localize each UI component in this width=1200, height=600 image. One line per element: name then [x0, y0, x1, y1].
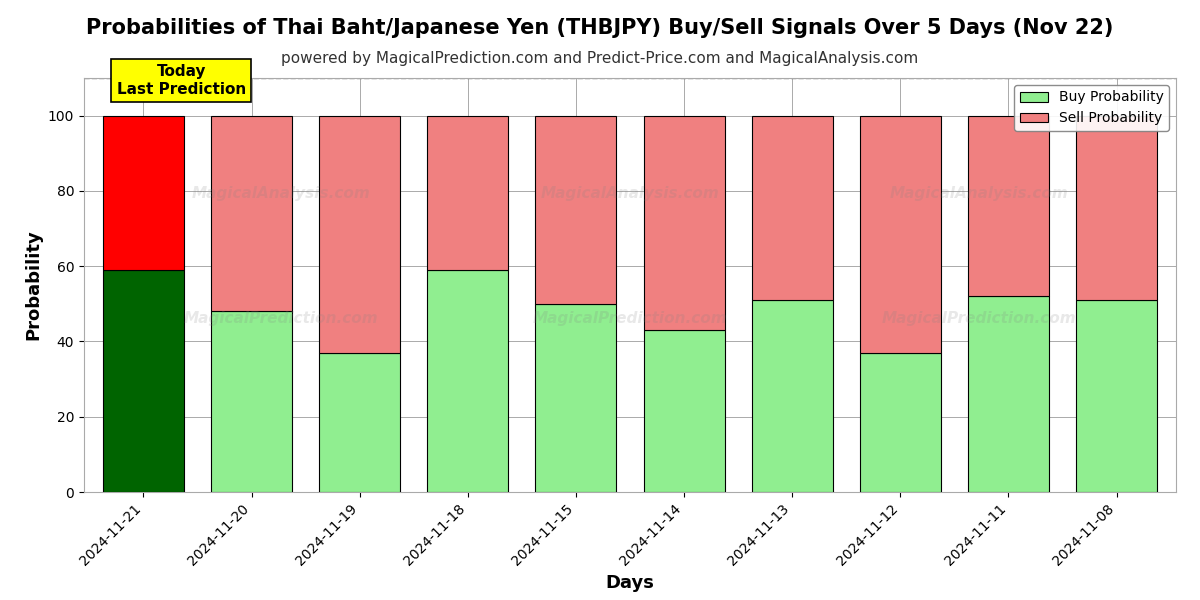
- Bar: [319, 116, 401, 353]
- Text: MagicalAnalysis.com: MagicalAnalysis.com: [890, 187, 1069, 202]
- Bar: [427, 270, 509, 492]
- Bar: [535, 304, 617, 492]
- Bar: [427, 116, 509, 270]
- Bar: [643, 116, 725, 330]
- Text: MagicalPrediction.com: MagicalPrediction.com: [184, 311, 378, 326]
- Bar: [751, 116, 833, 300]
- Bar: [1076, 300, 1157, 492]
- Bar: [211, 116, 292, 311]
- Bar: [103, 116, 184, 270]
- Bar: [859, 353, 941, 492]
- Text: MagicalAnalysis.com: MagicalAnalysis.com: [191, 187, 370, 202]
- Bar: [643, 330, 725, 492]
- Bar: [103, 270, 184, 492]
- Bar: [535, 116, 617, 304]
- Text: MagicalAnalysis.com: MagicalAnalysis.com: [541, 187, 719, 202]
- Text: Probabilities of Thai Baht/Japanese Yen (THBJPY) Buy/Sell Signals Over 5 Days (N: Probabilities of Thai Baht/Japanese Yen …: [86, 18, 1114, 38]
- Text: MagicalPrediction.com: MagicalPrediction.com: [533, 311, 727, 326]
- Bar: [751, 300, 833, 492]
- Text: MagicalPrediction.com: MagicalPrediction.com: [882, 311, 1076, 326]
- Bar: [319, 353, 401, 492]
- Bar: [859, 116, 941, 353]
- Legend: Buy Probability, Sell Probability: Buy Probability, Sell Probability: [1014, 85, 1169, 131]
- Text: Today
Last Prediction: Today Last Prediction: [116, 64, 246, 97]
- Bar: [968, 296, 1049, 492]
- Text: powered by MagicalPrediction.com and Predict-Price.com and MagicalAnalysis.com: powered by MagicalPrediction.com and Pre…: [281, 51, 919, 66]
- Bar: [1076, 116, 1157, 300]
- Bar: [211, 311, 292, 492]
- X-axis label: Days: Days: [606, 574, 654, 592]
- Bar: [968, 116, 1049, 296]
- Y-axis label: Probability: Probability: [24, 230, 42, 340]
